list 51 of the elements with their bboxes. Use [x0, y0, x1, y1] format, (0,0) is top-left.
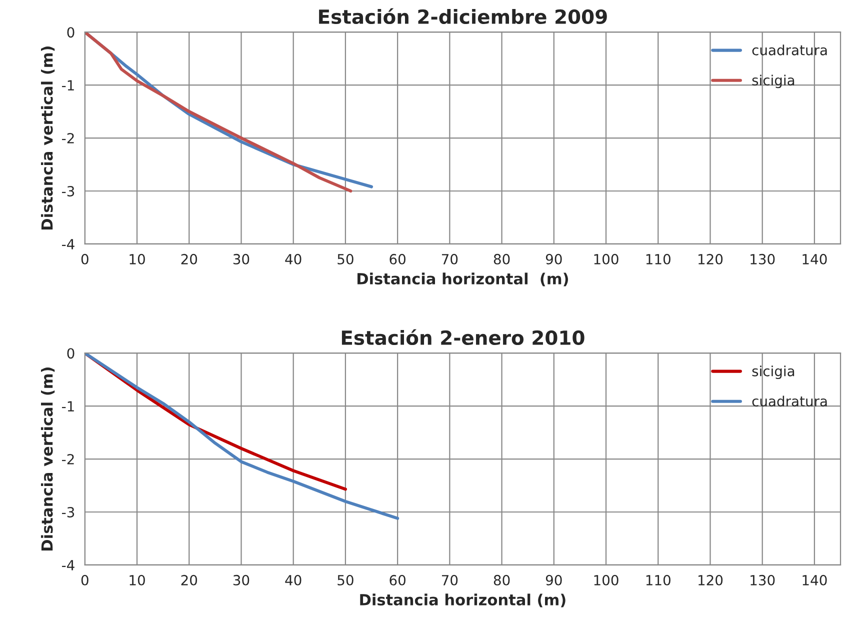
x-tick-label: 110 — [646, 254, 670, 264]
y-tick-label: -3 — [62, 186, 74, 196]
x-tick-label: 10 — [130, 254, 145, 264]
x-tick-label: 10 — [130, 574, 145, 586]
x-tick-label: 50 — [338, 574, 354, 586]
x-tick-label: 50 — [338, 254, 354, 264]
line-series — [84, 353, 400, 520]
x-tick-label: 60 — [390, 254, 406, 264]
x-tick-label: 130 — [750, 574, 775, 586]
x-axis-title: Distancia horizontal (m) — [358, 272, 568, 286]
x-tick-label: 40 — [285, 574, 302, 586]
legend-label: cuadratura — [752, 396, 827, 406]
chart-title: Estación 2-diciembre 2009 — [319, 8, 607, 24]
x-tick-label: 140 — [802, 574, 827, 586]
x-tick-label: 120 — [698, 254, 723, 264]
y-tick-label: -2 — [62, 454, 74, 464]
x-tick-label: 90 — [546, 574, 562, 586]
y-tick-label: -3 — [62, 506, 74, 518]
x-tick-label: 30 — [233, 254, 250, 264]
x-tick-label: 100 — [594, 254, 618, 264]
y-tick-label: 0 — [67, 348, 74, 359]
y-tick-label: -1 — [62, 401, 74, 412]
y-tick-label: 0 — [67, 27, 74, 38]
x-tick-label: 100 — [594, 574, 618, 586]
chart-title: Estación 2-enero 2010 — [342, 329, 584, 346]
legend-label: sicigia — [752, 74, 794, 88]
y-tick-label: -2 — [62, 133, 74, 144]
x-tick-label: 140 — [802, 254, 827, 264]
x-tick-label: 80 — [494, 574, 510, 586]
y-tick-label: -1 — [62, 80, 74, 90]
x-tick-label: 80 — [494, 254, 510, 264]
x-tick-label: 90 — [546, 254, 562, 264]
y-tick-label: -4 — [62, 239, 74, 250]
x-tick-label: 70 — [442, 254, 458, 264]
legend-label: cuadratura — [752, 44, 827, 56]
x-tick-label: 130 — [750, 254, 775, 264]
x-tick-label: 20 — [181, 574, 198, 586]
y-tick-label: -4 — [62, 560, 74, 570]
x-axis-title: Distancia horizontal (m) — [360, 594, 566, 608]
x-tick-label: 40 — [285, 254, 302, 264]
x-tick-label: 30 — [233, 574, 250, 586]
x-tick-label: 60 — [390, 574, 406, 586]
y-axis-title: Distancia vertical (m) — [40, 368, 55, 550]
legend-label: sicigia — [752, 366, 794, 380]
x-tick-label: 70 — [442, 574, 458, 586]
y-axis-title: Distancia vertical (m) — [40, 46, 55, 230]
x-tick-label: 120 — [698, 574, 723, 586]
x-tick-label: 110 — [646, 574, 670, 586]
x-tick-label: 0 — [81, 254, 88, 264]
x-tick-label: 0 — [81, 574, 88, 586]
x-tick-label: 20 — [181, 254, 198, 264]
